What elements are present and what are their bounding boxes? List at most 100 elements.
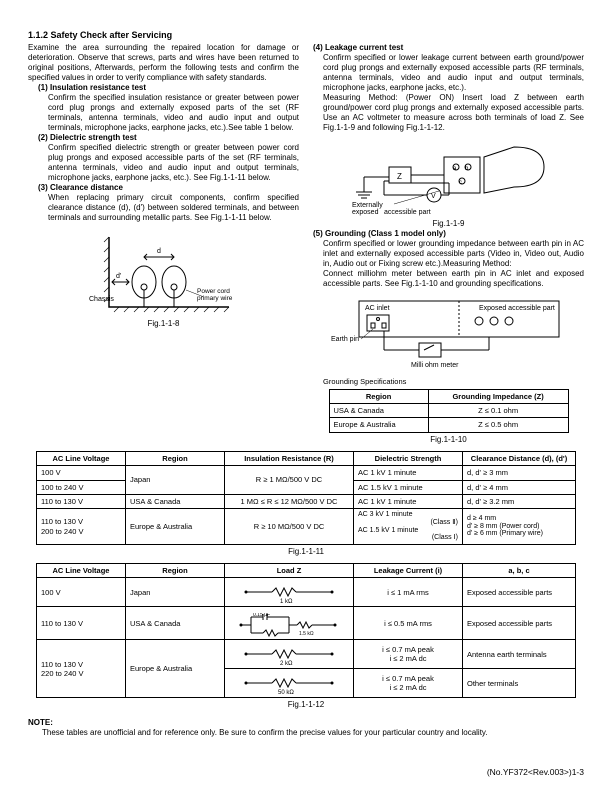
t12-h4: Leakage Current (i) xyxy=(354,564,463,578)
svg-text:a: a xyxy=(453,166,457,172)
t11-h3: Insulation Resistance (R) xyxy=(225,451,354,465)
section-2-title: (2) Dielectric strength test xyxy=(38,133,299,143)
gt-h2: Grounding Impedance (Z) xyxy=(428,389,568,403)
grounding-spec-title: Grounding Specifications xyxy=(323,377,584,386)
fig-1-1-10-diagram: AC inlet Exposed accessible part Earth p… xyxy=(329,293,569,371)
t12-r3c3: 2 kΩ xyxy=(225,640,354,669)
fig-1-1-9-diagram: Z a b c V Externally exposed accessible … xyxy=(344,137,554,217)
svg-text:d: d xyxy=(157,248,161,255)
t11-h4: Dielectric Strength xyxy=(354,451,463,465)
t12-r1c2: Japan xyxy=(126,578,225,607)
t12-h1: AC Line Voltage xyxy=(37,564,126,578)
fig-1-1-11-label: Fig.1-1-11 xyxy=(28,547,584,557)
gt-h1: Region xyxy=(329,389,428,403)
t12-r3c5: Antenna earth terminals xyxy=(463,640,576,669)
svg-text:50 kΩ: 50 kΩ xyxy=(278,690,294,695)
section-1-body: Confirm the specified insulation resista… xyxy=(48,93,299,133)
t11-h2: Region xyxy=(126,451,225,465)
t12-r2c4: i ≤ 0.5 mA rms xyxy=(354,607,463,640)
t11-r3c3: 1 MΩ ≤ R ≤ 12 MΩ/500 V DC xyxy=(225,494,354,508)
svg-text:exposed: exposed xyxy=(352,209,379,216)
note-label: NOTE: xyxy=(28,718,53,727)
fig-1-1-12-label: Fig.1-1-12 xyxy=(28,700,584,710)
page-footer: (No.YF372<Rev.003>)1-3 xyxy=(487,767,584,778)
svg-text:V: V xyxy=(431,193,436,200)
t11-r4c3: R ≥ 10 MΩ/500 V DC xyxy=(225,509,354,545)
svg-text:2 kΩ: 2 kΩ xyxy=(280,661,293,666)
fig-1-1-9-label: Fig.1-1-9 xyxy=(313,219,584,229)
svg-text:1 kΩ: 1 kΩ xyxy=(280,599,293,604)
svg-text:primary wire: primary wire xyxy=(197,295,233,302)
svg-text:Earth pin: Earth pin xyxy=(331,336,359,343)
t12-r1c1: 100 V xyxy=(37,578,126,607)
section-5-title: (5) Grounding (Class 1 model only) xyxy=(313,229,584,239)
section-3-body: When replacing primary circuit component… xyxy=(48,193,299,223)
section-4-body-1: Confirm specified or lower leakage curre… xyxy=(323,53,584,93)
t12-r2c3: 0.15 μF 1.5 kΩ xyxy=(225,607,354,640)
fig-1-1-8-diagram: d d' Chassis Power cord primary wire xyxy=(79,227,249,317)
gt-r1c1: USA & Canada xyxy=(329,404,428,418)
section-2-body: Confirm specified dielectric strength or… xyxy=(48,143,299,183)
t11-r1c5: d, d' ≥ 3 mm xyxy=(463,466,576,480)
table-1-1-11: AC Line Voltage Region Insulation Resist… xyxy=(36,451,576,545)
t12-r2c1: 110 to 130 V xyxy=(37,607,126,640)
t12-r3c4: i ≤ 0.7 mA peak i ≤ 2 mA dc xyxy=(354,640,463,669)
svg-text:Externally: Externally xyxy=(352,202,383,209)
t12-r4c3: 50 kΩ xyxy=(225,669,354,698)
svg-text:Power cord: Power cord xyxy=(197,288,230,295)
two-column-section: Examine the area surrounding the repaire… xyxy=(28,43,584,445)
t12-r2c2: USA & Canada xyxy=(126,607,225,640)
note-section: NOTE: These tables are unofficial and fo… xyxy=(28,718,584,738)
svg-text:Z: Z xyxy=(397,172,402,181)
t11-r2c1: 100 to 240 V xyxy=(37,480,126,494)
t11-r2c2: Japan xyxy=(126,466,225,495)
t11-r4c5: d ≥ 4 mm d' ≥ 8 mm (Power cord) d' ≥ 6 m… xyxy=(463,509,576,545)
t11-r3c1: 110 to 130 V xyxy=(37,494,126,508)
svg-text:AC inlet: AC inlet xyxy=(365,305,390,312)
section-3-title: (3) Clearance distance xyxy=(38,183,299,193)
t11-r4c4: AC 3 kV 1 minute (Class Ⅱ) AC 1.5 kV 1 m… xyxy=(354,509,463,545)
gt-r2c2: Z ≤ 0.5 ohm xyxy=(428,418,568,432)
fig-1-1-10-label: Fig.1-1-10 xyxy=(313,435,584,445)
left-column: Examine the area surrounding the repaire… xyxy=(28,43,299,445)
t12-h5: a, b, c xyxy=(463,564,576,578)
t11-r4c1: 110 to 130 V 200 to 240 V xyxy=(37,509,126,545)
gt-r2c1: Europe & Australia xyxy=(329,418,428,432)
t11-r2c5: d, d' ≥ 4 mm xyxy=(463,480,576,494)
gt-r1c2: Z ≤ 0.1 ohm xyxy=(428,404,568,418)
svg-text:Chassis: Chassis xyxy=(89,296,114,303)
t11-r1c1: 100 V xyxy=(37,466,126,480)
svg-text:b: b xyxy=(465,166,469,172)
t11-h5: Clearance Distance (d), (d') xyxy=(463,451,576,465)
t11-r2c4: AC 1.5 kV 1 minute xyxy=(354,480,463,494)
table-1-1-12: AC Line Voltage Region Load Z Leakage Cu… xyxy=(36,563,576,698)
t12-r3c1: 110 to 130 V 220 to 240 V xyxy=(37,640,126,698)
svg-text:d': d' xyxy=(116,273,121,280)
svg-text:accessible part: accessible part xyxy=(384,209,431,216)
right-column: (4) Leakage current test Confirm specifi… xyxy=(313,43,584,445)
svg-text:Exposed accessible part: Exposed accessible part xyxy=(479,305,555,312)
svg-text:Milli ohm meter: Milli ohm meter xyxy=(411,362,459,369)
t12-r1c3: 1 kΩ xyxy=(225,578,354,607)
t11-r1c4: AC 1 kV 1 minute xyxy=(354,466,463,480)
fig-1-1-8-label: Fig.1-1-8 xyxy=(28,319,299,329)
t11-r3c4: AC 1 kV 1 minute xyxy=(354,494,463,508)
t11-r3c2: USA & Canada xyxy=(126,494,225,508)
t11-h1: AC Line Voltage xyxy=(37,451,126,465)
section-4-title: (4) Leakage current test xyxy=(313,43,584,53)
section-5-body-1: Confirm specified or lower grounding imp… xyxy=(323,239,584,269)
note-body: These tables are unofficial and for refe… xyxy=(42,728,488,738)
svg-text:c: c xyxy=(459,180,462,186)
svg-text:0.15 μF: 0.15 μF xyxy=(253,613,270,618)
section-1-title: (1) Insulation resistance test xyxy=(38,83,299,93)
t12-r1c5: Exposed accessible parts xyxy=(463,578,576,607)
t12-r4c5: Other terminals xyxy=(463,669,576,698)
t12-r2c5: Exposed accessible parts xyxy=(463,607,576,640)
section-4-body-2: Measuring Method: (Power ON) Insert load… xyxy=(323,93,584,133)
t11-r4c2: Europe & Australia xyxy=(126,509,225,545)
grounding-spec-table: RegionGrounding Impedance (Z) USA & Cana… xyxy=(329,389,569,433)
t12-r4c4: i ≤ 0.7 mA peak i ≤ 2 mA dc xyxy=(354,669,463,698)
section-5-body-2: Connect milliohm meter between earth pin… xyxy=(323,269,584,289)
heading: 1.1.2 Safety Check after Servicing xyxy=(28,30,584,41)
intro-text: Examine the area surrounding the repaire… xyxy=(28,43,299,83)
